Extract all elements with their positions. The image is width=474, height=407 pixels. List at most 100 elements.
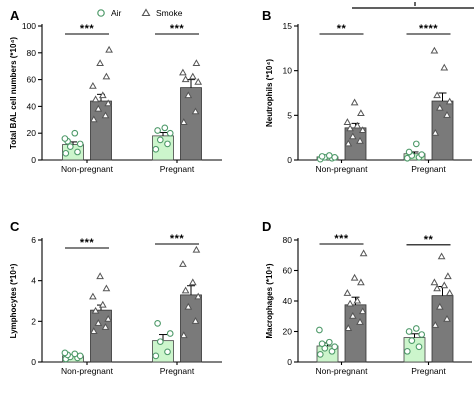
panel-a: A Total BAL cell numbers (*10⁴) 0 20 40 60 80 1… <box>9 8 222 174</box>
panel-c-point-air <box>71 350 79 358</box>
panel-d-point-air <box>316 351 324 358</box>
panel-d-point-smoke <box>346 299 354 307</box>
panel-b-y-tick-label: 10 <box>283 66 293 76</box>
panel-d-point-smoke <box>443 314 451 322</box>
panel-b-point-smoke <box>357 109 365 117</box>
panel-d-y-tick-label: 0 <box>287 357 292 367</box>
panel-c-point-air <box>154 320 161 327</box>
panel-a-point-smoke <box>184 91 193 99</box>
panel-c-point-smoke <box>184 302 193 310</box>
panel-b-point-smoke <box>430 46 439 54</box>
panel-d-point-smoke <box>431 321 440 328</box>
panel-d-point-smoke <box>350 273 359 281</box>
panel-d-point-air <box>412 325 420 332</box>
panel-b-y-tick-label: 15 <box>283 21 293 31</box>
panel-b-point-smoke <box>344 139 353 147</box>
panel-d-bar-smoke <box>431 295 454 363</box>
panel-c-point-smoke <box>89 327 98 334</box>
panel-d-point-air <box>316 326 323 334</box>
panel-c-point-smoke <box>94 319 103 326</box>
panel-c-point-smoke <box>181 286 190 294</box>
panel-b-point-smoke <box>433 91 441 99</box>
panel-d-y-tick-label: 60 <box>283 266 293 276</box>
panel-d-point-air <box>418 331 426 338</box>
panel-b-y-tick-label: 0 <box>287 155 292 165</box>
panel-c-point-air <box>76 352 84 360</box>
panel-b-point-air <box>318 153 326 160</box>
panel-c-y-tick-label: 0 <box>31 357 36 367</box>
panel-b-point-air <box>405 148 413 156</box>
panel-d-point-smoke <box>359 249 368 257</box>
panel-b-point-smoke <box>445 97 454 105</box>
panel-a-letter: A <box>10 8 20 23</box>
panel-c-point-smoke <box>98 300 107 308</box>
panel-a-point-air <box>161 124 169 132</box>
panel-c-point-air <box>164 348 171 356</box>
panel-d-point-smoke <box>445 289 454 296</box>
panel-c-point-smoke <box>192 245 201 253</box>
panel-d-point-smoke <box>440 281 449 289</box>
panel-c-point-smoke <box>102 284 111 292</box>
panel-a-point-air <box>71 129 79 137</box>
panel-a-y-tick-label: 40 <box>27 101 37 111</box>
panel-c: C Lymphocytes (*10⁴) 0 2 4 6 Non-pregnant *** Pr… <box>9 219 222 376</box>
panel-c-y-tick-label: 6 <box>31 235 36 245</box>
panel-d-point-air <box>331 343 339 351</box>
panel-b-point-smoke <box>353 121 362 129</box>
panel-c-point-smoke <box>101 323 110 330</box>
panel-c-letter: C <box>10 219 20 234</box>
panel-b-point-air <box>418 151 426 158</box>
panel-b-category-label: Non-pregnant <box>316 164 369 174</box>
panel-a-point-smoke <box>94 104 103 112</box>
panel-d-point-smoke <box>435 302 444 310</box>
panel-a-point-smoke <box>194 77 203 85</box>
panel-b-point-air <box>412 140 420 148</box>
panel-a-point-smoke <box>102 72 111 80</box>
panel-d-point-smoke <box>356 318 364 325</box>
panel-c-point-smoke <box>96 272 104 280</box>
panel-c-y-tick-label: 2 <box>31 316 36 326</box>
panel-b-significance-label: ** <box>337 23 347 35</box>
panel-a-y-axis-label: Total BAL cell numbers (*10⁴) <box>9 37 18 149</box>
panel-a-point-air <box>74 148 81 156</box>
panel-b-y-tick-label: 5 <box>287 110 292 120</box>
panel-b-top-bracket <box>352 2 474 9</box>
panel-a-point-smoke <box>91 95 100 103</box>
panel-c-bar-smoke <box>180 294 202 363</box>
panel-c-significance-label: *** <box>170 233 185 245</box>
panel-a-point-air <box>62 149 70 157</box>
panel-c-point-air <box>166 330 174 337</box>
panel-c-category-label: Non-pregnant <box>61 366 114 376</box>
panel-a-point-smoke <box>104 99 113 107</box>
panel-b: B Neutrophils (*10⁴) 0 5 10 15 Non-pregnant ** P… <box>262 8 472 174</box>
panel-a-point-air <box>76 140 84 148</box>
panel-b-point-smoke <box>440 63 449 71</box>
panel-d-point-air <box>408 337 416 345</box>
panel-d-point-air <box>415 343 423 351</box>
panel-a-point-smoke <box>101 111 110 119</box>
panel-c-point-air <box>61 349 69 357</box>
panel-a-point-air <box>156 136 164 144</box>
panel-a-y-tick-label: 80 <box>27 48 37 58</box>
panel-d-point-smoke <box>358 307 367 315</box>
legend-smoke-label: Smoke <box>156 8 183 18</box>
panel-a-point-smoke <box>98 91 107 99</box>
panel-b-point-smoke <box>348 132 357 140</box>
panel-d: D Macrophages (*10⁴) 0 20 40 60 80 Non-pregnant… <box>262 219 472 376</box>
panel-a-point-smoke <box>192 59 201 67</box>
panel-a-point-smoke <box>89 81 97 89</box>
panel-c-category-label: Pregnant <box>160 366 195 376</box>
panel-d-point-smoke <box>344 324 353 331</box>
panel-a-point-smoke <box>105 45 113 53</box>
panel-a-point-smoke <box>179 68 187 76</box>
panel-b-point-smoke <box>343 118 352 125</box>
panel-b-point-smoke <box>350 98 359 106</box>
panel-a-y-tick-label: 20 <box>27 128 37 138</box>
panel-c-point-smoke <box>188 278 197 286</box>
panel-d-point-smoke <box>433 284 441 292</box>
panel-a-point-smoke <box>191 107 200 115</box>
panel-d-point-smoke <box>430 278 439 286</box>
panel-d-letter: D <box>262 219 271 234</box>
panel-b-point-smoke <box>358 126 367 134</box>
legend-air-marker <box>97 9 105 17</box>
